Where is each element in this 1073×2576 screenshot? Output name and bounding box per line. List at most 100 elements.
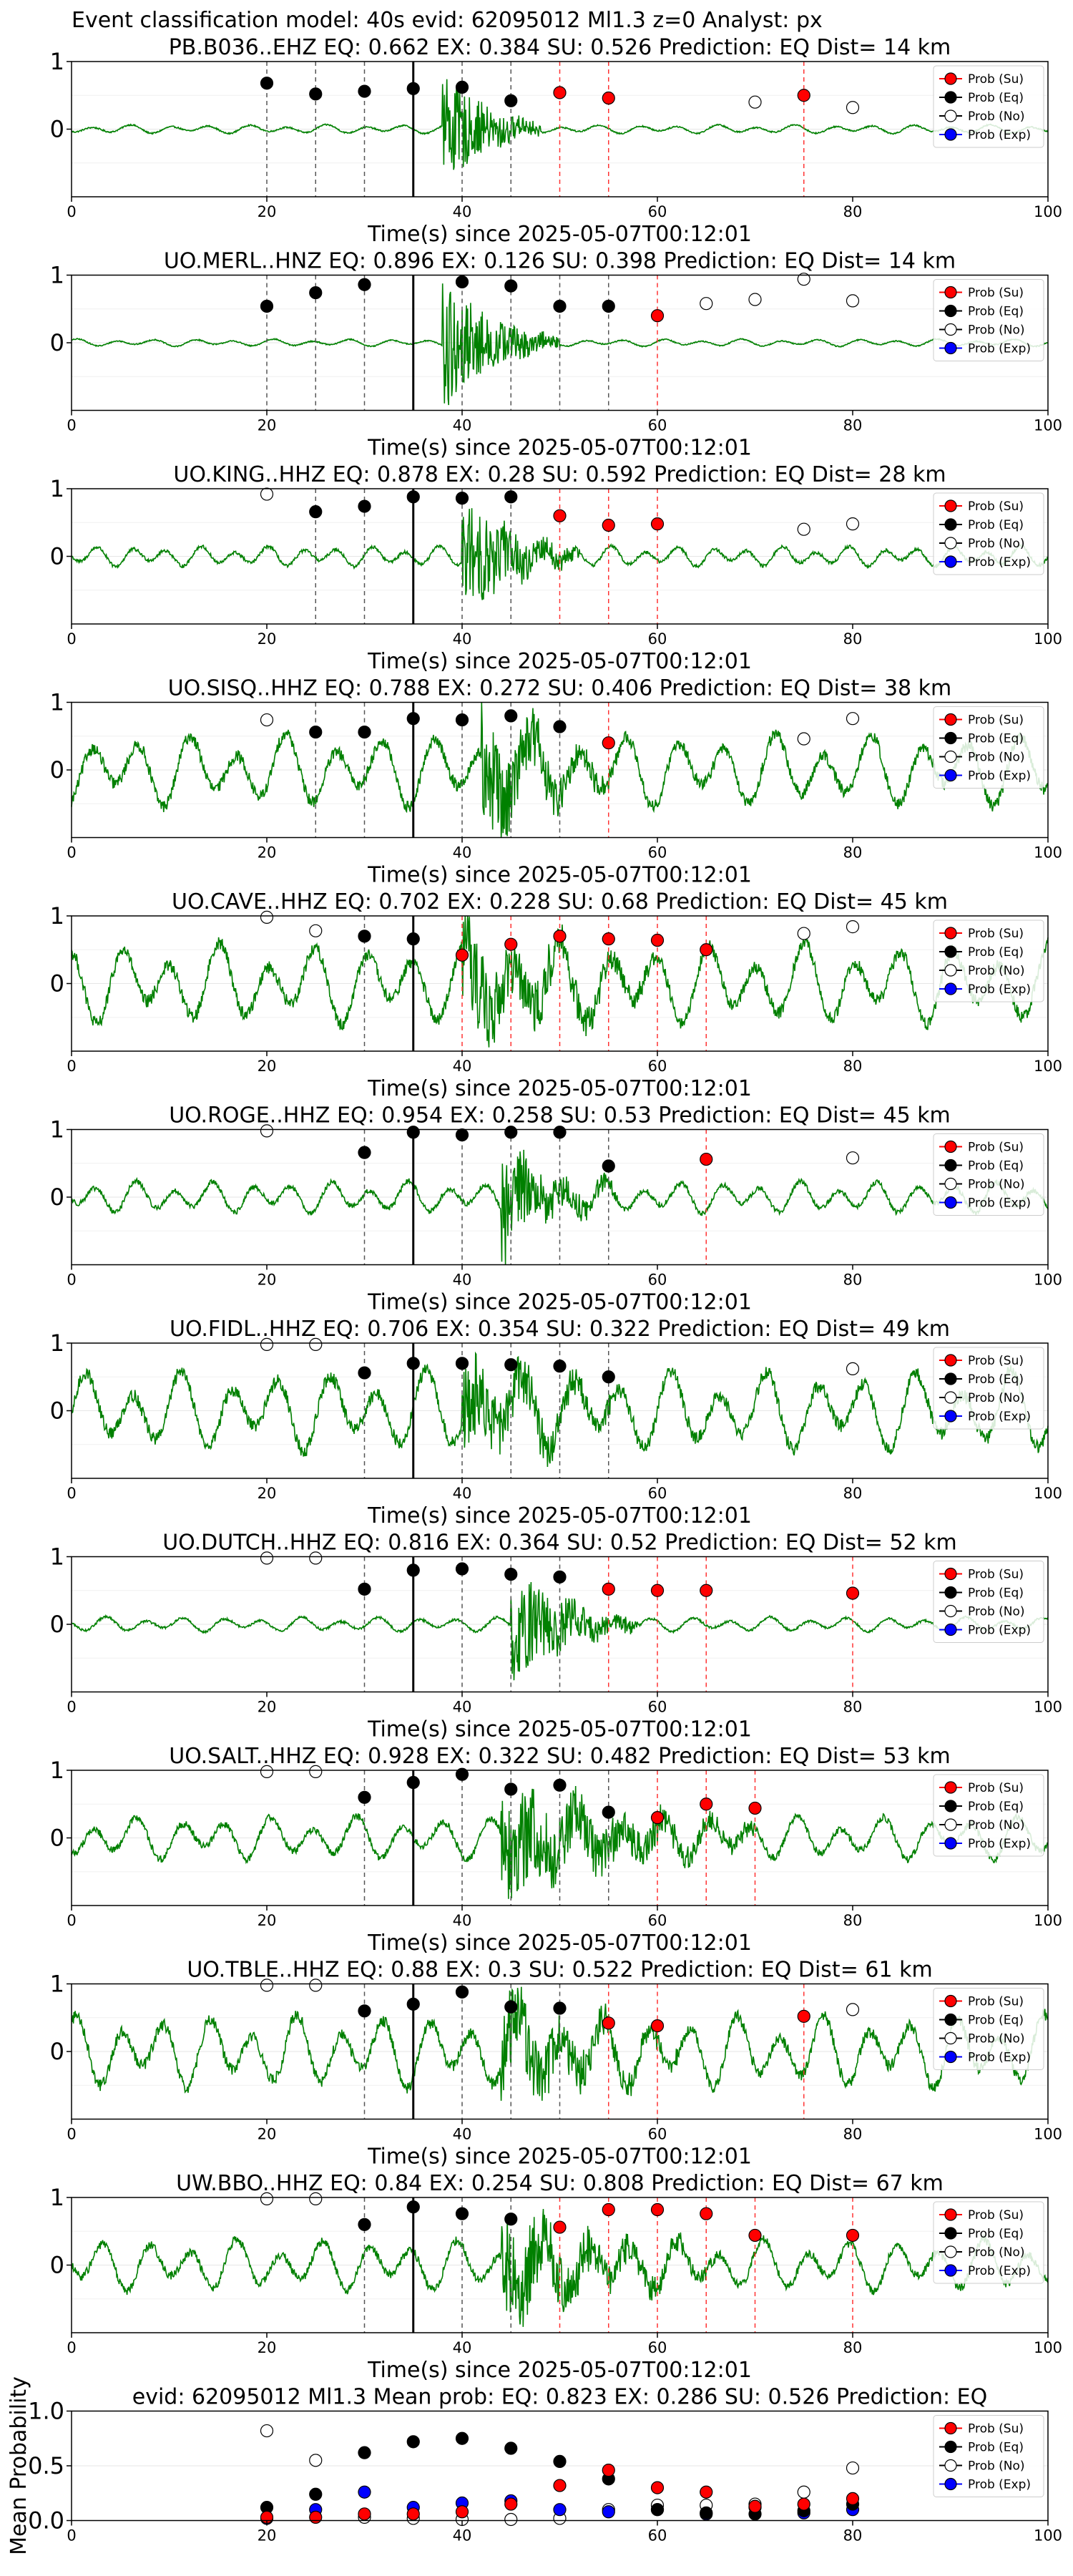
eq-marker [553, 1778, 567, 1792]
no-marker [846, 1151, 860, 1165]
eq-marker [700, 2506, 713, 2519]
y-tick-label: 0 [50, 756, 64, 784]
legend-label: Prob (Eq) [968, 1800, 1024, 1814]
su-marker [553, 509, 567, 522]
x-tick-label: 40 [453, 1699, 472, 1716]
legend-marker [944, 128, 957, 141]
panel-4: UO.SISQ..HHZ EQ: 0.788 EX: 0.272 SU: 0.4… [50, 676, 1062, 888]
legend-marker [944, 1410, 957, 1423]
eq-marker [504, 1567, 518, 1581]
x-tick-label: 0 [67, 2126, 76, 2143]
legend-marker [944, 1177, 957, 1191]
x-tick-label: 40 [453, 2339, 472, 2356]
x-tick-label: 40 [453, 844, 472, 862]
legend-marker [944, 1781, 957, 1794]
legend-marker [944, 2440, 957, 2454]
x-tick-label: 80 [843, 630, 863, 648]
legend-label: Prob (Exp) [968, 982, 1031, 997]
y-tick-label: 0 [50, 329, 64, 356]
su-marker [602, 2464, 615, 2477]
x-axis-label: Time(s) since 2025-05-07T00:12:01 [367, 1717, 752, 1742]
su-marker [748, 2228, 762, 2243]
su-marker [700, 1152, 713, 1166]
eq-marker [358, 278, 371, 291]
y-tick-label: 0 [50, 2038, 64, 2065]
x-tick-label: 20 [258, 2126, 277, 2143]
legend-label: Prob (Exp) [968, 342, 1031, 356]
legend-label: Prob (Exp) [968, 769, 1031, 784]
eq-marker [602, 299, 615, 313]
legend-marker [944, 1567, 957, 1581]
legend-marker [944, 537, 957, 550]
x-tick-label: 60 [648, 417, 667, 434]
legend-box [933, 1347, 1044, 1430]
eq-marker [455, 1767, 469, 1781]
eq-marker [455, 713, 469, 727]
no-marker [846, 2003, 860, 2016]
eq-marker [406, 1997, 420, 2011]
no-marker [260, 1979, 274, 1992]
panel-title: UO.FIDL..HHZ EQ: 0.706 EX: 0.354 SU: 0.3… [170, 1317, 950, 1342]
su-marker [846, 1586, 860, 1600]
su-marker [309, 2510, 323, 2524]
legend-marker [944, 964, 957, 977]
panel-5: UO.CAVE..HHZ EQ: 0.702 EX: 0.228 SU: 0.6… [50, 889, 1062, 1101]
no-marker [797, 2485, 810, 2499]
x-tick-label: 80 [843, 1058, 863, 1075]
legend-label: Prob (Exp) [968, 1837, 1031, 1851]
x-tick-label: 100 [1034, 2126, 1062, 2143]
x-tick-label: 80 [843, 1272, 863, 1289]
eq-marker [309, 2487, 323, 2501]
y-tick-label: 1 [50, 1757, 64, 1784]
x-tick-label: 40 [453, 2126, 472, 2143]
eq-marker [406, 2200, 420, 2214]
y-tick-label: 1 [50, 475, 64, 502]
panel-title: UO.CAVE..HHZ EQ: 0.702 EX: 0.228 SU: 0.6… [172, 889, 948, 914]
y-tick-label: 1 [50, 1543, 64, 1571]
legend-label: Prob (Su) [968, 1568, 1024, 1582]
y-tick-label: 0.5 [28, 2452, 64, 2479]
x-tick-label: 20 [258, 630, 277, 648]
legend-marker [944, 769, 957, 782]
y-tick-label: 1 [50, 2184, 64, 2211]
no-marker [309, 2192, 323, 2205]
legend-label: Prob (Eq) [968, 1372, 1024, 1387]
panel-title: evid: 62095012 Ml1.3 Mean prob: EQ: 0.82… [132, 2385, 987, 2410]
su-marker [700, 943, 713, 957]
su-marker [602, 91, 615, 105]
su-marker [602, 1582, 615, 1596]
x-axis-label: Time(s) since 2025-05-07T00:12:01 [367, 863, 752, 888]
no-marker [260, 487, 274, 501]
x-axis-label: Time(s) since 2025-05-07T00:12:01 [367, 1931, 752, 1956]
y-tick-label: 1 [50, 1971, 64, 1998]
no-marker [260, 2424, 274, 2438]
eq-marker [504, 490, 518, 504]
x-tick-label: 80 [843, 2527, 863, 2545]
legend-box [933, 919, 1044, 1002]
waveform-trace [71, 508, 1049, 600]
no-marker [797, 522, 810, 536]
x-tick-label: 20 [258, 2527, 277, 2545]
eq-marker [602, 1370, 615, 1384]
no-marker [700, 297, 713, 311]
legend-marker [944, 713, 957, 726]
eq-marker [602, 1805, 615, 1819]
legend-label: Prob (Eq) [968, 1159, 1024, 1174]
x-tick-label: 80 [843, 203, 863, 220]
legend-marker [944, 2050, 957, 2064]
y-tick-label: 0 [50, 1184, 64, 1211]
eq-marker [553, 1360, 567, 1373]
x-axis-label: Time(s) since 2025-05-07T00:12:01 [367, 2145, 752, 2170]
no-marker [260, 713, 274, 727]
x-tick-label: 40 [453, 2527, 472, 2545]
y-tick-label: 1.0 [28, 2398, 64, 2425]
x-tick-label: 40 [453, 1272, 472, 1289]
eq-marker [406, 1563, 420, 1577]
waveform-trace [71, 1149, 1049, 1265]
su-marker [748, 2499, 762, 2513]
legend-marker [944, 1623, 957, 1636]
x-tick-label: 20 [258, 1699, 277, 1716]
eq-marker [406, 932, 420, 946]
eq-marker [455, 492, 469, 505]
legend-marker [944, 2013, 957, 2026]
